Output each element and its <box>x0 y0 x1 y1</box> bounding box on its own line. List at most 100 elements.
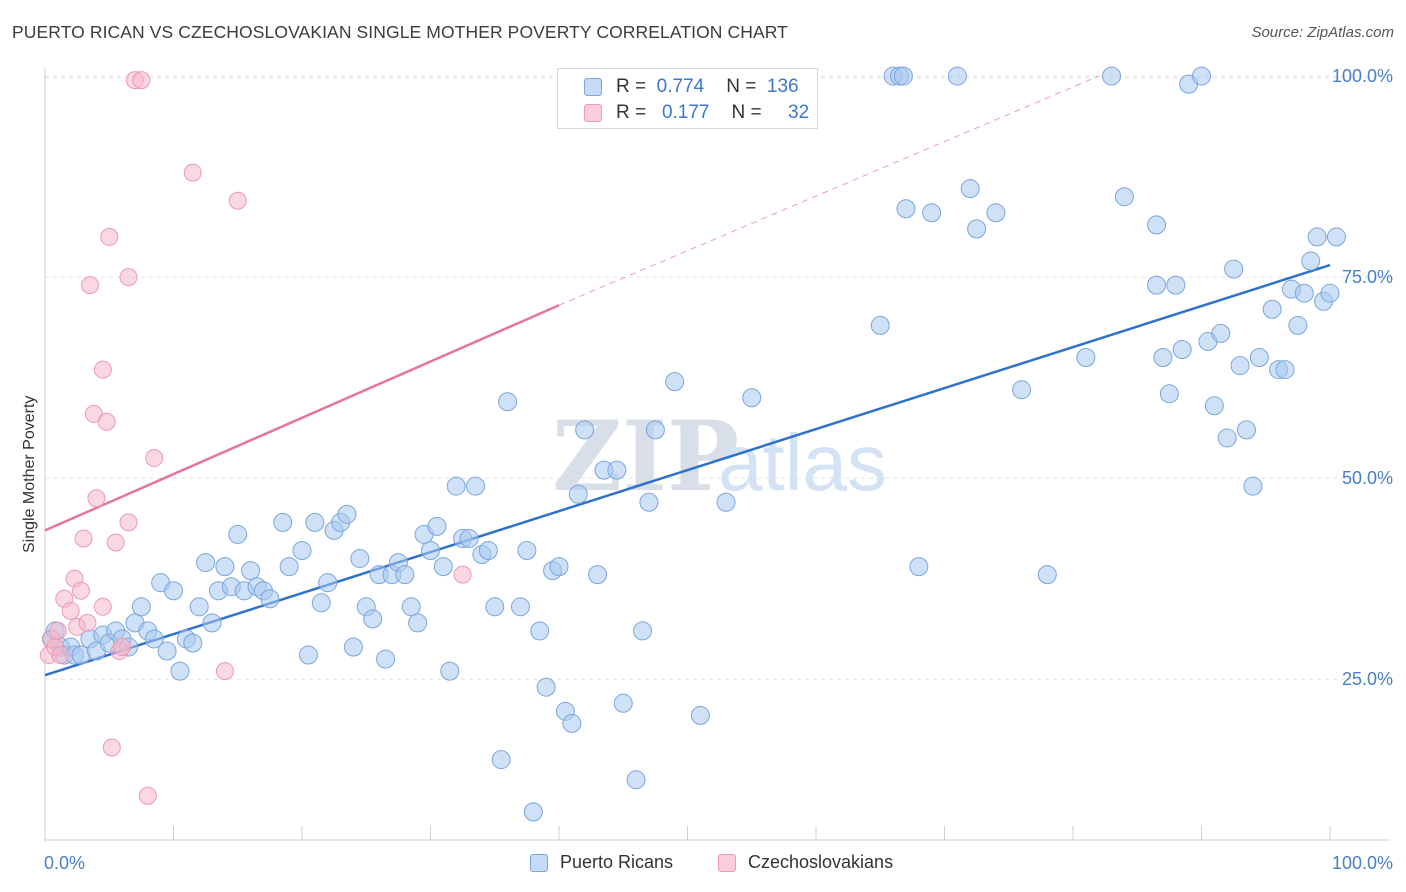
point-puerto-ricans-61 <box>440 661 460 681</box>
source-label: Source: ZipAtlas.com <box>1251 24 1394 41</box>
point-puerto-ricans-127 <box>1262 299 1282 319</box>
point-puerto-ricans-19 <box>157 641 177 661</box>
legend-r-label: R = <box>616 76 647 97</box>
point-puerto-ricans-101 <box>947 66 967 86</box>
point-puerto-ricans-91 <box>690 705 710 725</box>
point-puerto-ricans-110 <box>1147 215 1167 235</box>
point-puerto-ricans-15 <box>131 597 151 617</box>
point-puerto-ricans-75 <box>536 677 556 697</box>
bottom-legend-swatch-puerto-ricans <box>530 853 548 872</box>
point-puerto-ricans-21 <box>170 661 190 681</box>
point-puerto-ricans-54 <box>395 565 415 585</box>
bottom-legend-label-puerto-ricans: Puerto Ricans <box>560 852 674 872</box>
point-czechoslovakians-12 <box>80 276 99 295</box>
point-puerto-ricans-107 <box>1076 348 1096 368</box>
czechoslovakians-points <box>39 71 472 805</box>
chart-title: PUERTO RICAN VS CZECHOSLOVAKIAN SINGLE M… <box>12 22 788 42</box>
point-puerto-ricans-72 <box>517 541 537 561</box>
point-puerto-ricans-56 <box>408 613 428 633</box>
point-czechoslovakians-13 <box>84 404 103 423</box>
legend-n-label: N = <box>731 102 762 123</box>
point-puerto-ricans-134 <box>1307 227 1327 247</box>
point-puerto-ricans-81 <box>575 420 595 440</box>
point-puerto-ricans-85 <box>613 693 633 713</box>
point-puerto-ricans-69 <box>491 750 511 770</box>
point-puerto-ricans-62 <box>446 476 466 496</box>
legend-r-label: R = <box>616 102 647 123</box>
point-puerto-ricans-73 <box>523 802 543 822</box>
point-puerto-ricans-132 <box>1294 283 1314 303</box>
point-puerto-ricans-39 <box>298 645 318 665</box>
point-puerto-ricans-99 <box>909 557 929 577</box>
point-puerto-ricans-108 <box>1102 66 1122 86</box>
point-puerto-ricans-82 <box>588 565 608 585</box>
y-tick-label-1: 50.0% <box>1342 468 1393 488</box>
point-puerto-ricans-121 <box>1217 428 1237 448</box>
point-czechoslovakians-24 <box>119 268 138 287</box>
point-puerto-ricans-92 <box>716 492 736 512</box>
point-puerto-ricans-51 <box>376 649 396 669</box>
trend-line-czechoslovakians <box>44 304 560 532</box>
point-puerto-ricans-17 <box>144 629 164 649</box>
point-czechoslovakians-29 <box>183 163 202 182</box>
y-tick-label-0: 25.0% <box>1342 669 1393 689</box>
tick-labels: 25.0% 50.0% 75.0% 100.0% 0.0% 100.0% <box>44 66 1393 873</box>
puerto-ricans-points <box>41 66 1346 822</box>
point-czechoslovakians-9 <box>71 581 90 600</box>
legend-r-value: 0.774 <box>656 76 705 97</box>
point-puerto-ricans-35 <box>260 589 280 609</box>
point-puerto-ricans-23 <box>183 633 203 653</box>
point-puerto-ricans-67 <box>478 541 498 561</box>
point-puerto-ricans-36 <box>273 512 293 532</box>
trend-line-puerto-ricans <box>44 263 1331 677</box>
point-puerto-ricans-74 <box>530 621 550 641</box>
point-puerto-ricans-104 <box>986 203 1006 223</box>
point-puerto-ricans-42 <box>318 573 338 593</box>
point-puerto-ricans-125 <box>1243 476 1263 496</box>
point-czechoslovakians-19 <box>102 738 121 757</box>
point-puerto-ricans-25 <box>196 553 216 573</box>
axes <box>44 68 1390 842</box>
point-puerto-ricans-133 <box>1301 251 1321 271</box>
point-puerto-ricans-126 <box>1249 348 1269 368</box>
point-puerto-ricans-123 <box>1230 356 1250 376</box>
y-tick-label-2: 75.0% <box>1342 267 1393 287</box>
point-czechoslovakians-15 <box>93 597 112 616</box>
point-puerto-ricans-59 <box>427 516 447 536</box>
point-puerto-ricans-97 <box>893 66 913 86</box>
point-puerto-ricans-115 <box>1172 339 1192 359</box>
point-puerto-ricans-68 <box>485 597 505 617</box>
point-czechoslovakians-31 <box>228 191 247 210</box>
legend-row-czechoslovakians: R = 0.177 N = 32 <box>584 101 809 125</box>
trend-line-czechoslovakians-extension <box>558 75 1099 306</box>
point-puerto-ricans-124 <box>1236 420 1256 440</box>
point-puerto-ricans-30 <box>228 524 248 544</box>
point-puerto-ricans-98 <box>896 199 916 219</box>
point-puerto-ricans-119 <box>1204 396 1224 416</box>
point-puerto-ricans-26 <box>202 613 222 633</box>
point-puerto-ricans-24 <box>189 597 209 617</box>
point-czechoslovakians-3 <box>48 621 67 640</box>
point-puerto-ricans-70 <box>498 392 518 412</box>
point-czechoslovakians-26 <box>132 71 151 90</box>
point-czechoslovakians-28 <box>145 449 164 468</box>
point-puerto-ricans-80 <box>568 484 588 504</box>
point-puerto-ricans-94 <box>870 315 890 335</box>
point-puerto-ricans-103 <box>967 219 987 239</box>
point-puerto-ricans-28 <box>215 557 235 577</box>
point-czechoslovakians-18 <box>100 227 119 246</box>
point-puerto-ricans-120 <box>1211 323 1231 343</box>
point-czechoslovakians-10 <box>74 529 93 548</box>
point-puerto-ricans-122 <box>1224 259 1244 279</box>
point-puerto-ricans-38 <box>292 541 312 561</box>
point-puerto-ricans-113 <box>1159 384 1179 404</box>
bottom-legend-puerto-ricans: Puerto Ricans <box>530 852 673 873</box>
point-puerto-ricans-87 <box>633 621 653 641</box>
point-puerto-ricans-109 <box>1114 187 1134 207</box>
point-puerto-ricans-129 <box>1275 360 1295 380</box>
y-axis-label: Single Mother Poverty <box>21 396 38 553</box>
point-puerto-ricans-45 <box>337 504 357 524</box>
point-czechoslovakians-14 <box>87 489 106 508</box>
point-czechoslovakians-20 <box>106 533 125 552</box>
